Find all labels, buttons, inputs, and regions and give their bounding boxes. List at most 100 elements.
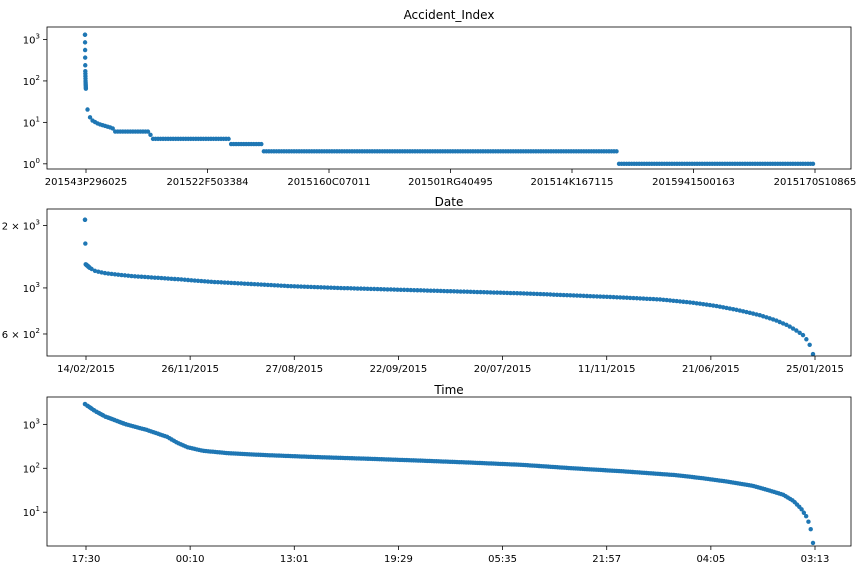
- data-point: [245, 281, 251, 287]
- y-tick-label: 6 × 102: [2, 327, 40, 341]
- x-axis: 17:30 00:10 13:01 19:29 05:35 21:57 04:05 03:13: [72, 546, 830, 565]
- data-point: [225, 280, 231, 285]
- data-point: [594, 294, 600, 299]
- data-point: [325, 285, 330, 290]
- data-point: [222, 280, 227, 285]
- chart-title: Accident_Index: [404, 8, 495, 22]
- plot-frame: [46, 26, 852, 170]
- data-point: [106, 271, 111, 276]
- data-point: [777, 319, 782, 325]
- data-point: [750, 311, 756, 316]
- x-tick-label: 04:05: [696, 554, 725, 565]
- data-point: [352, 286, 357, 291]
- chart-title: Time: [433, 383, 463, 397]
- data-point: [182, 277, 187, 282]
- data-point: [588, 293, 593, 299]
- data-point: [614, 149, 619, 154]
- x-tick-label: 201543P296025: [45, 177, 127, 188]
- data-point: [574, 293, 580, 298]
- data-point: [667, 298, 673, 303]
- data-point: [345, 286, 350, 291]
- data-point: [391, 287, 397, 292]
- data-point: [445, 288, 450, 294]
- y-tick-label: 101: [23, 115, 40, 129]
- data-point: [485, 290, 490, 295]
- data-point: [511, 290, 517, 296]
- panel-date: Date 6 × 102 103 2 × 103 14/02/2015 26/11/2…: [2, 195, 852, 375]
- data-point: [258, 282, 264, 287]
- data-point: [495, 290, 500, 295]
- data-point: [82, 217, 88, 222]
- x-tick-label: 201522F503384: [166, 177, 248, 188]
- data-point: [644, 296, 649, 301]
- data-point: [155, 275, 161, 281]
- data-point: [608, 294, 613, 300]
- data-point: [504, 290, 510, 296]
- data-point: [209, 279, 214, 285]
- data-point: [415, 288, 420, 293]
- scatter-points: [82, 217, 816, 357]
- data-point: [794, 328, 799, 333]
- data-point: [435, 288, 440, 294]
- data-point: [531, 291, 536, 297]
- data-point: [368, 286, 374, 292]
- data-point: [82, 55, 88, 60]
- data-point: [687, 300, 693, 305]
- data-point: [401, 287, 407, 293]
- data-point: [604, 294, 610, 300]
- data-point: [175, 277, 181, 282]
- data-point: [82, 32, 88, 37]
- data-point: [724, 305, 729, 311]
- data-point: [362, 286, 367, 291]
- data-point: [262, 282, 267, 287]
- x-tick-label: 00:10: [176, 554, 205, 565]
- data-point: [524, 291, 530, 296]
- data-point: [627, 295, 633, 301]
- data-point: [684, 299, 689, 305]
- data-point: [711, 303, 716, 308]
- data-point: [185, 277, 191, 283]
- y-tick-label: 2 × 103: [2, 218, 40, 232]
- data-point: [674, 298, 679, 304]
- data-point: [731, 307, 736, 312]
- data-point: [425, 288, 430, 293]
- data-point: [149, 275, 154, 280]
- data-point: [478, 289, 483, 295]
- data-point: [808, 527, 813, 532]
- data-point: [744, 309, 749, 315]
- data-point: [770, 317, 776, 322]
- data-point: [647, 296, 653, 302]
- data-point: [129, 273, 134, 279]
- x-tick-label: 22/09/2015: [370, 364, 428, 375]
- data-point: [239, 281, 244, 286]
- data-point: [302, 284, 307, 289]
- x-tick-label: 27/08/2015: [265, 364, 323, 375]
- data-point: [797, 330, 802, 335]
- x-tick-label: 201501RG40495: [408, 177, 493, 188]
- data-point: [538, 291, 543, 297]
- data-point: [621, 295, 626, 300]
- y-axis: 101 102 103: [23, 417, 47, 519]
- data-point: [790, 326, 796, 331]
- data-point: [388, 287, 394, 292]
- data-point: [322, 285, 327, 290]
- data-point: [308, 284, 314, 290]
- data-point: [83, 86, 89, 91]
- data-point: [99, 270, 104, 275]
- data-point: [229, 280, 234, 286]
- x-tick-label: 05:35: [488, 554, 517, 565]
- data-point: [554, 292, 560, 297]
- data-point: [757, 313, 763, 318]
- data-point: [135, 274, 141, 279]
- data-point: [252, 281, 257, 287]
- data-point: [564, 292, 570, 298]
- data-point: [780, 321, 786, 326]
- data-point: [654, 297, 659, 302]
- x-tick-label: 03:13: [801, 554, 830, 565]
- x-tick-label: 201514K167115: [531, 177, 614, 188]
- data-point: [328, 285, 334, 290]
- data-point: [614, 295, 620, 300]
- data-point: [578, 293, 583, 298]
- data-point: [810, 161, 816, 167]
